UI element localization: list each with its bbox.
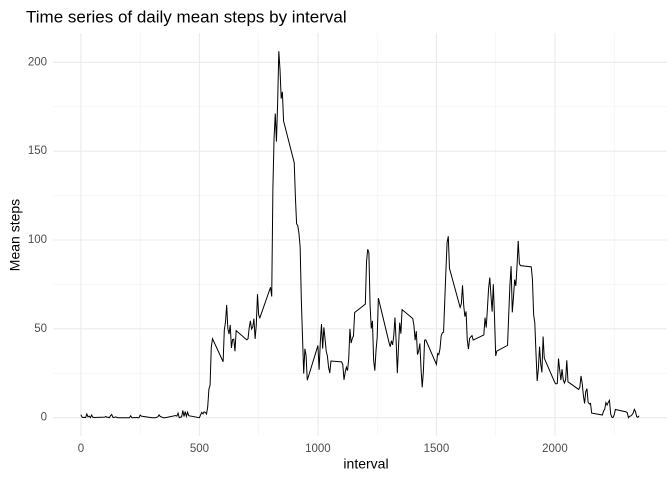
y-tick-label: 100	[28, 234, 47, 246]
x-tick-label: 2000	[542, 443, 568, 455]
y-tick-label: 200	[28, 56, 47, 68]
y-tick-label: 0	[41, 412, 47, 424]
x-axis-title: interval	[343, 456, 388, 472]
x-tick-label: 1500	[424, 443, 450, 455]
line	[80, 51, 640, 419]
x-tick-label: 1000	[305, 443, 331, 455]
y-tick-label: 150	[28, 145, 47, 157]
x-tick-label: 0	[78, 443, 84, 455]
y-tick-label: 50	[34, 323, 47, 335]
x-tick-label: 500	[190, 443, 209, 455]
chart-title: Time series of daily mean steps by inter…	[26, 7, 347, 26]
y-axis-title: Mean steps	[7, 199, 23, 271]
